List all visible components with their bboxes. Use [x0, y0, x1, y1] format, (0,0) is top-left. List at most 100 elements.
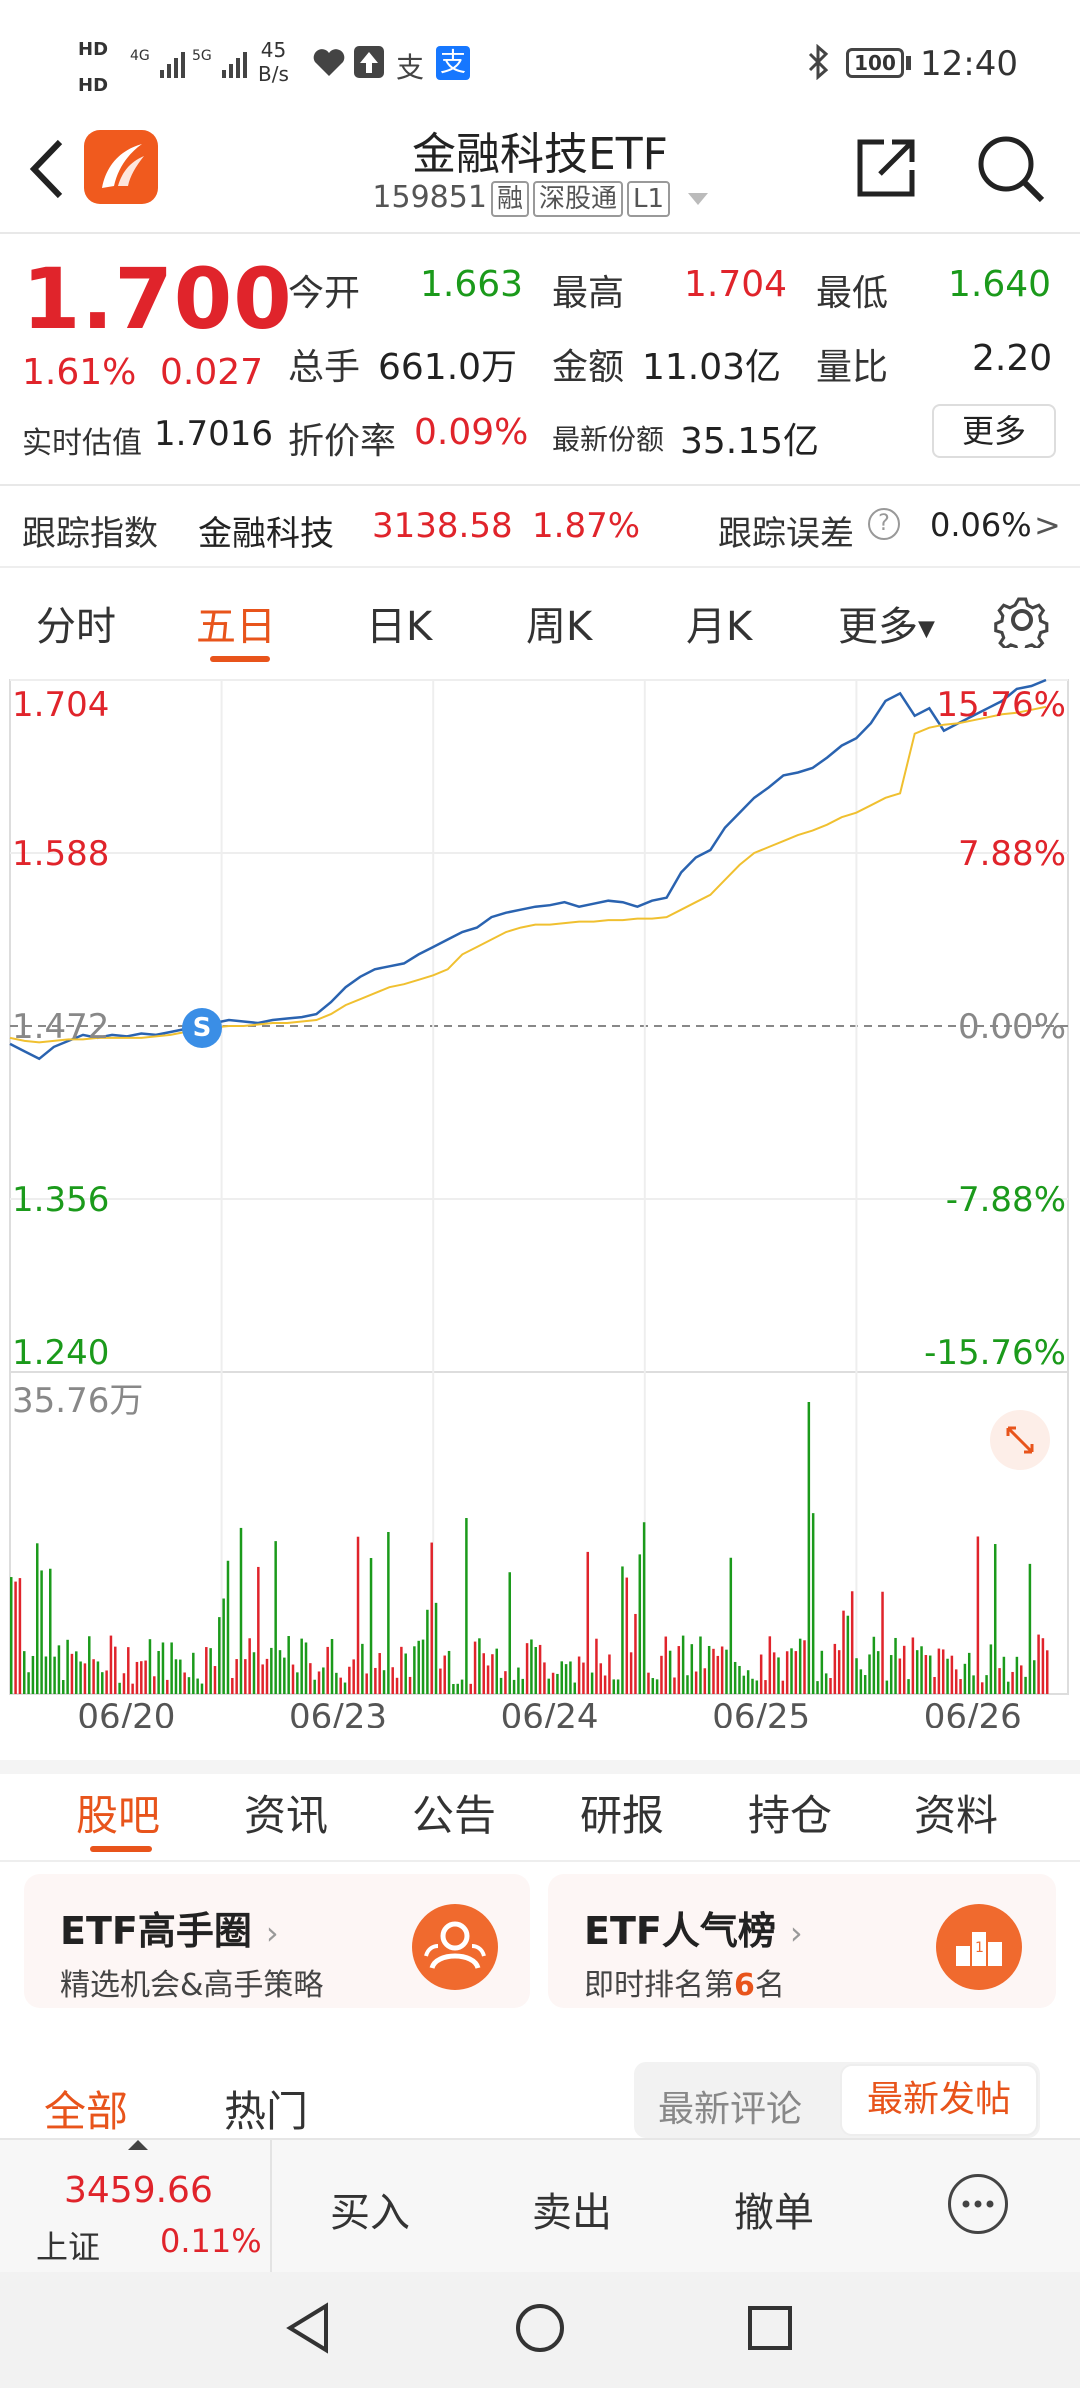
back-triangle-icon[interactable]: [282, 2300, 332, 2360]
buy-button[interactable]: 买入: [330, 2190, 410, 2236]
volume-bar: [811, 1513, 815, 1694]
tab-daily-k[interactable]: 日K: [366, 604, 433, 650]
volume-bar: [967, 1652, 971, 1694]
volume-value: 661.0万: [378, 347, 518, 388]
footer-divider: [270, 2140, 272, 2272]
tag-dropdown-icon[interactable]: [687, 192, 708, 205]
volume-bar: [530, 1639, 533, 1694]
recent-square-icon[interactable]: [746, 2304, 794, 2356]
volume-bar: [638, 1554, 642, 1694]
volume-bar: [231, 1677, 234, 1694]
cancel-order-button[interactable]: 撤单: [734, 2190, 814, 2236]
index-expand-icon[interactable]: [128, 2140, 148, 2150]
tab-five-day[interactable]: 五日: [196, 604, 276, 650]
volume-bar: [96, 1661, 100, 1694]
volume-bar: [109, 1635, 113, 1694]
volume-bar: [868, 1654, 871, 1694]
sh-index-value[interactable]: 3459.66: [64, 2170, 213, 2211]
volume-bar: [720, 1646, 724, 1694]
more-dots-icon[interactable]: [948, 2174, 1008, 2234]
five-day-chart[interactable]: 1.704 1.588 1.472 1.356 1.240 15.76% 7.88% 0.00…: [0, 668, 1080, 1737]
amount-label: 金额: [552, 347, 625, 388]
tab-profile[interactable]: 资料: [914, 1791, 999, 1840]
volume-bar: [1028, 1563, 1032, 1694]
volume-bar: [781, 1680, 785, 1694]
volume-bar: [278, 1650, 282, 1694]
volume-bar: [508, 1572, 511, 1694]
tab-weekly-k[interactable]: 周K: [526, 604, 593, 650]
tab-research[interactable]: 研报: [580, 1791, 665, 1840]
volume-label: 总手: [288, 347, 361, 388]
volume-bar: [478, 1638, 481, 1694]
sell-button[interactable]: 卖出: [532, 2190, 612, 2236]
volume-bar: [833, 1643, 837, 1694]
stock-code-line: 159851 融深股通 L1: [0, 180, 1080, 217]
tab-all-posts[interactable]: 全部: [44, 2087, 129, 2136]
battery-tip: [906, 56, 911, 70]
tab-forum[interactable]: 股吧: [76, 1791, 161, 1840]
info-tabs-divider: [0, 1860, 1080, 1862]
back-icon[interactable]: [24, 134, 68, 208]
volume-bar: [53, 1656, 56, 1694]
volume-bar: [686, 1675, 689, 1694]
volume-bar: [92, 1659, 95, 1694]
expand-icon[interactable]: [990, 1410, 1050, 1470]
tab-news[interactable]: 资讯: [244, 1791, 329, 1840]
volume-bar: [694, 1671, 698, 1694]
volume-bar: [10, 1577, 13, 1694]
tab-announcements[interactable]: 公告: [412, 1791, 497, 1840]
volume-bar: [595, 1638, 598, 1694]
volume-bar: [807, 1402, 811, 1694]
price-line: [9, 678, 1047, 1061]
volume-bar: [235, 1659, 238, 1694]
volume-bar: [417, 1640, 420, 1694]
share-icon[interactable]: [854, 134, 920, 204]
volume-bar: [898, 1658, 902, 1694]
sort-latest-post[interactable]: 最新发帖: [840, 2064, 1038, 2136]
volume-bar: [270, 1647, 273, 1694]
tab-holdings[interactable]: 持仓: [748, 1791, 833, 1840]
volume-bar: [57, 1645, 61, 1694]
y-axis-label-right: 0.00%: [958, 1007, 1066, 1047]
volume-bar: [941, 1649, 945, 1694]
volume-bar: [716, 1655, 720, 1694]
volume-bar: [820, 1650, 824, 1694]
tracking-error-value: 0.06%: [930, 506, 1032, 544]
search-icon[interactable]: [974, 132, 1046, 208]
volume-bar: [963, 1663, 967, 1694]
tracking-index-name[interactable]: 金融科技: [198, 514, 334, 554]
volume-bar: [131, 1683, 134, 1694]
volume-bar: [859, 1669, 863, 1694]
sort-latest-comment[interactable]: 最新评论: [658, 2089, 803, 2130]
volume-bar: [816, 1681, 819, 1694]
volume-bar: [495, 1648, 498, 1694]
volume-bar: [746, 1670, 750, 1694]
tab-monthly-k[interactable]: 月K: [686, 604, 753, 650]
home-circle-icon[interactable]: [514, 2302, 566, 2358]
volume-bar: [23, 1651, 26, 1694]
volume-bar: [1037, 1634, 1040, 1694]
tab-intraday[interactable]: 分时: [36, 604, 116, 650]
volume-bar: [1041, 1638, 1045, 1694]
volume-bar: [759, 1654, 763, 1694]
volume-bar: [356, 1536, 360, 1694]
tab-hot-posts[interactable]: 热门: [224, 2087, 309, 2136]
tracking-chevron-icon[interactable]: >: [1034, 506, 1061, 544]
volume-bar: [140, 1661, 143, 1694]
volume-bar: [1019, 1665, 1023, 1694]
volume-bar: [551, 1672, 555, 1694]
volume-bar: [543, 1662, 546, 1694]
tab-more[interactable]: 更多▼: [838, 604, 935, 650]
etf-expert-card[interactable]: ETF高手圈 › 精选机会&高手策略: [24, 1874, 530, 2008]
gear-icon[interactable]: [994, 592, 1050, 655]
more-quote-button[interactable]: 更多: [932, 404, 1056, 458]
shares-label: 最新份额: [552, 423, 665, 456]
question-circle-icon[interactable]: ?: [868, 508, 900, 540]
volume-bar: [274, 1541, 277, 1694]
volume-bar: [465, 1518, 468, 1694]
etf-ranking-card[interactable]: ETF人气榜 › 即时排名第6名 1: [548, 1874, 1056, 2008]
volume-bar: [382, 1670, 386, 1694]
event-marker-icon[interactable]: S: [182, 1008, 222, 1048]
volume-bar: [703, 1668, 707, 1694]
alipay-icon: 支: [436, 46, 470, 80]
